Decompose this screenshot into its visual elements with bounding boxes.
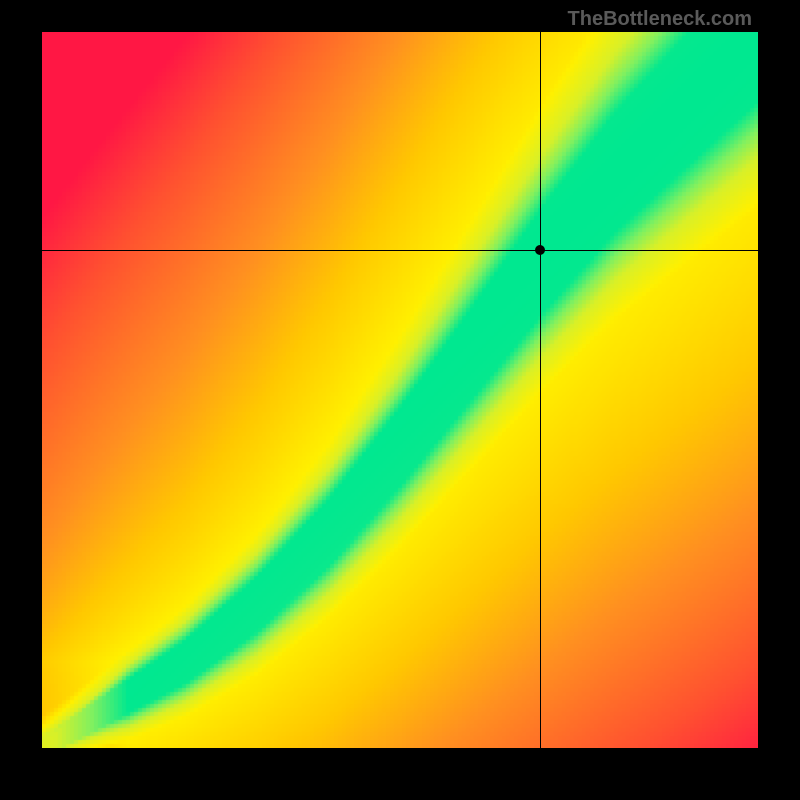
- crosshair-horizontal: [42, 250, 758, 251]
- bottleneck-heatmap: [42, 32, 758, 748]
- crosshair-vertical: [540, 32, 541, 748]
- selection-marker: [535, 245, 545, 255]
- heatmap-canvas: [42, 32, 758, 748]
- watermark-text: TheBottleneck.com: [568, 8, 752, 31]
